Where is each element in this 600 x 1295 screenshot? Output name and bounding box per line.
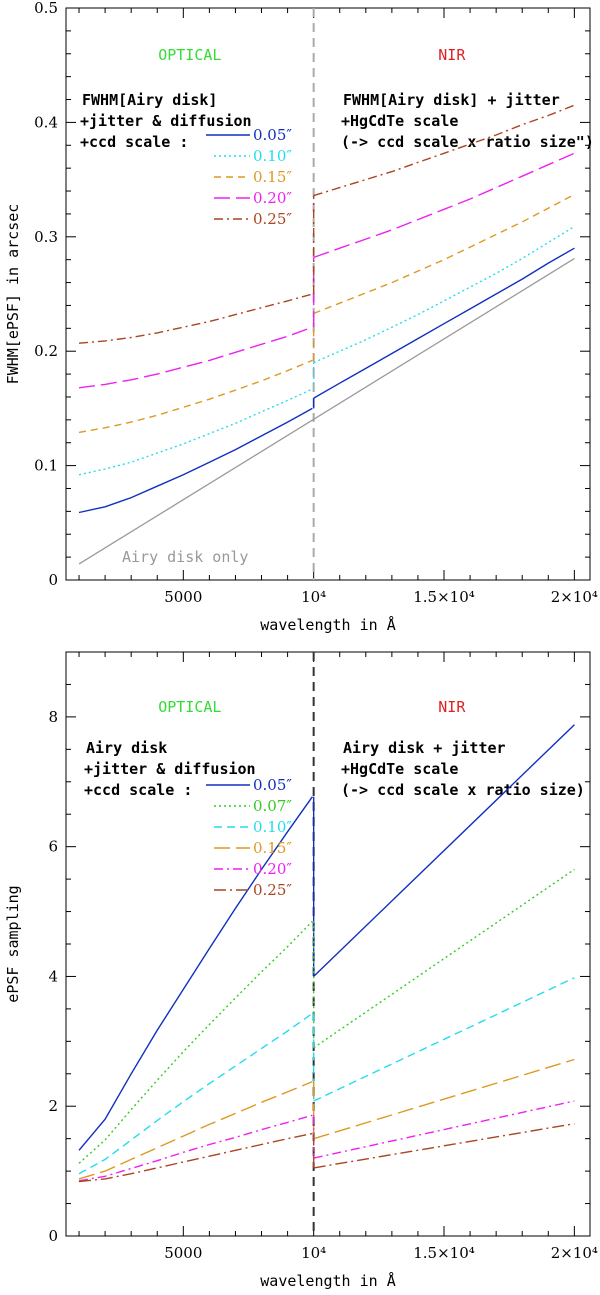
chart0-y-tick-label: 0 [48,571,58,589]
chart1-y-axis-title: ePSF sampling [4,885,22,1002]
chart0-legend-label: 0.05″ [253,126,292,144]
chart0-y-tick-label: 0.5 [34,0,58,17]
chart0-series-line-nir [313,104,575,197]
chart0-legend-label: 0.25″ [253,210,292,228]
chart1-y-tick-label: 8 [48,708,58,726]
chart0-y-tick-label: 0.1 [34,457,58,475]
chart0-annotation-right: (-> ccd scale x ratio size") [341,133,594,151]
chart1-legend-label: 0.25″ [253,881,292,899]
chart0-legend-label: 0.20″ [253,189,292,207]
chart1-annotation-left: +ccd scale : [84,781,192,799]
chart0-annotation-left: +ccd scale : [80,133,188,151]
chart1-series-line-nir [313,1058,575,1140]
chart0-region-optical: OPTICAL [158,46,221,64]
chart0-annotation-left: +jitter & diffusion [80,112,252,130]
chart0-series-line-optical [78,293,313,344]
chart0-series-4: 0.25″ [78,104,575,344]
chart1-x-tick-label: 10⁴ [301,1244,326,1262]
chart0-series-line-optical [78,388,313,476]
chart0-legend-label: 0.10″ [253,147,292,165]
chart0-region-nir: NIR [438,46,466,64]
chart1-series-line-nir [313,1100,575,1159]
chart0-series-line-nir [313,225,575,364]
chart1-series-4: 0.20″ [78,860,575,1182]
chart1-x-tick-label: 2×10⁴ [551,1244,598,1262]
chart1-y-tick-label: 0 [48,1227,58,1245]
chart0-series-2: 0.15″ [78,168,575,434]
chart1-series-line-optical [78,920,313,1164]
chart0-series-line-optical [78,359,313,434]
chart1-y-tick-label: 6 [48,838,58,856]
chart0-x-tick-label: 10⁴ [301,588,326,606]
chart1-legend-label: 0.05″ [253,776,292,794]
chart0-series-0: 0.05″ [78,126,575,514]
chart0-series-1: 0.10″ [78,147,575,476]
chart0-series-line-nir [313,152,575,259]
chart0-x-tick-label: 2×10⁴ [551,588,598,606]
chart1-region-optical: OPTICAL [158,698,221,716]
chart1-series-line-optical [78,1114,313,1182]
chart0-annotation-left: FWHM[Airy disk] [82,91,217,109]
chart0-baseline-line [78,257,575,565]
chart0-series-3: 0.20″ [78,152,575,389]
chart0-annotation-right: FWHM[Airy disk] + jitter [343,91,560,109]
chart0-legend-label: 0.15″ [253,168,292,186]
chart1-panel: 5000 10⁴ 1.5×10⁴ 2×10⁴ 0 2 4 6 8 wavelength in Å e… [4,651,598,1290]
chart1-annotation-left: Airy disk [86,739,167,757]
chart1-series-line-optical [78,1080,313,1180]
chart0-y-tick-label: 0.4 [34,113,58,131]
chart1-series-line-nir [313,868,575,1049]
chart0-series-line-optical [78,326,313,389]
chart1-y-tick-label: 4 [48,967,58,985]
chart0-series-line-nir [313,247,575,399]
chart1-y-tick-label: 2 [48,1097,58,1115]
chart0-y-axis-title: FWHM[ePSF] in arcsec [4,204,22,385]
chart1-series-line-nir [313,724,575,977]
chart1-x-axis-title: wavelength in Å [260,1271,395,1290]
chart0-plot-frame [65,7,591,581]
chart1-legend-label: 0.10″ [253,818,292,836]
chart0-series-line-nir [313,193,575,315]
chart1-x-tick-label: 5000 [164,1244,202,1262]
chart0-x-axis-title: wavelength in Å [260,615,395,634]
chart1-series-5: 0.25″ [78,881,575,1183]
chart1-legend-label: 0.07″ [253,797,292,815]
chart0-annotation-right: +HgCdTe scale [341,112,458,130]
chart1-annotation-left: +jitter & diffusion [84,760,256,778]
chart0-y-tick-label: 0.3 [34,228,58,246]
chart1-series-line-optical [78,1132,313,1183]
chart0-series-line-optical [78,407,313,514]
chart0-x-tick-label: 5000 [164,588,202,606]
chart1-region-nir: NIR [438,698,466,716]
chart0-panel: 5000 10⁴ 1.5×10⁴ 2×10⁴ 0 0.1 0.2 0.3 0.4 0.5 wavel… [4,0,598,634]
chart1-series-line-nir [313,977,575,1102]
chart1-annotation-right: Airy disk + jitter [343,739,506,757]
chart0-x-tick-label: 1.5×10⁴ [413,588,475,606]
chart1-series-3: 0.15″ [78,839,575,1180]
chart1-series-line-optical [78,796,313,1151]
chart1-legend-label: 0.20″ [253,860,292,878]
chart0-y-tick-label: 0.2 [34,342,58,360]
chart1-series-2: 0.10″ [78,818,575,1175]
chart0-baseline-label: Airy disk only [122,548,248,566]
chart1-annotation-right: (-> ccd scale x ratio size) [341,781,585,799]
chart1-x-tick-label: 1.5×10⁴ [413,1244,475,1262]
chart1-series-line-nir [313,1123,575,1169]
chart1-annotation-right: +HgCdTe scale [341,760,458,778]
chart1-legend-label: 0.15″ [253,839,292,857]
chart1-series-0: 0.05″ [78,724,575,1151]
chart1-series-line-optical [78,1012,313,1175]
chart1-series-1: 0.07″ [78,797,575,1164]
